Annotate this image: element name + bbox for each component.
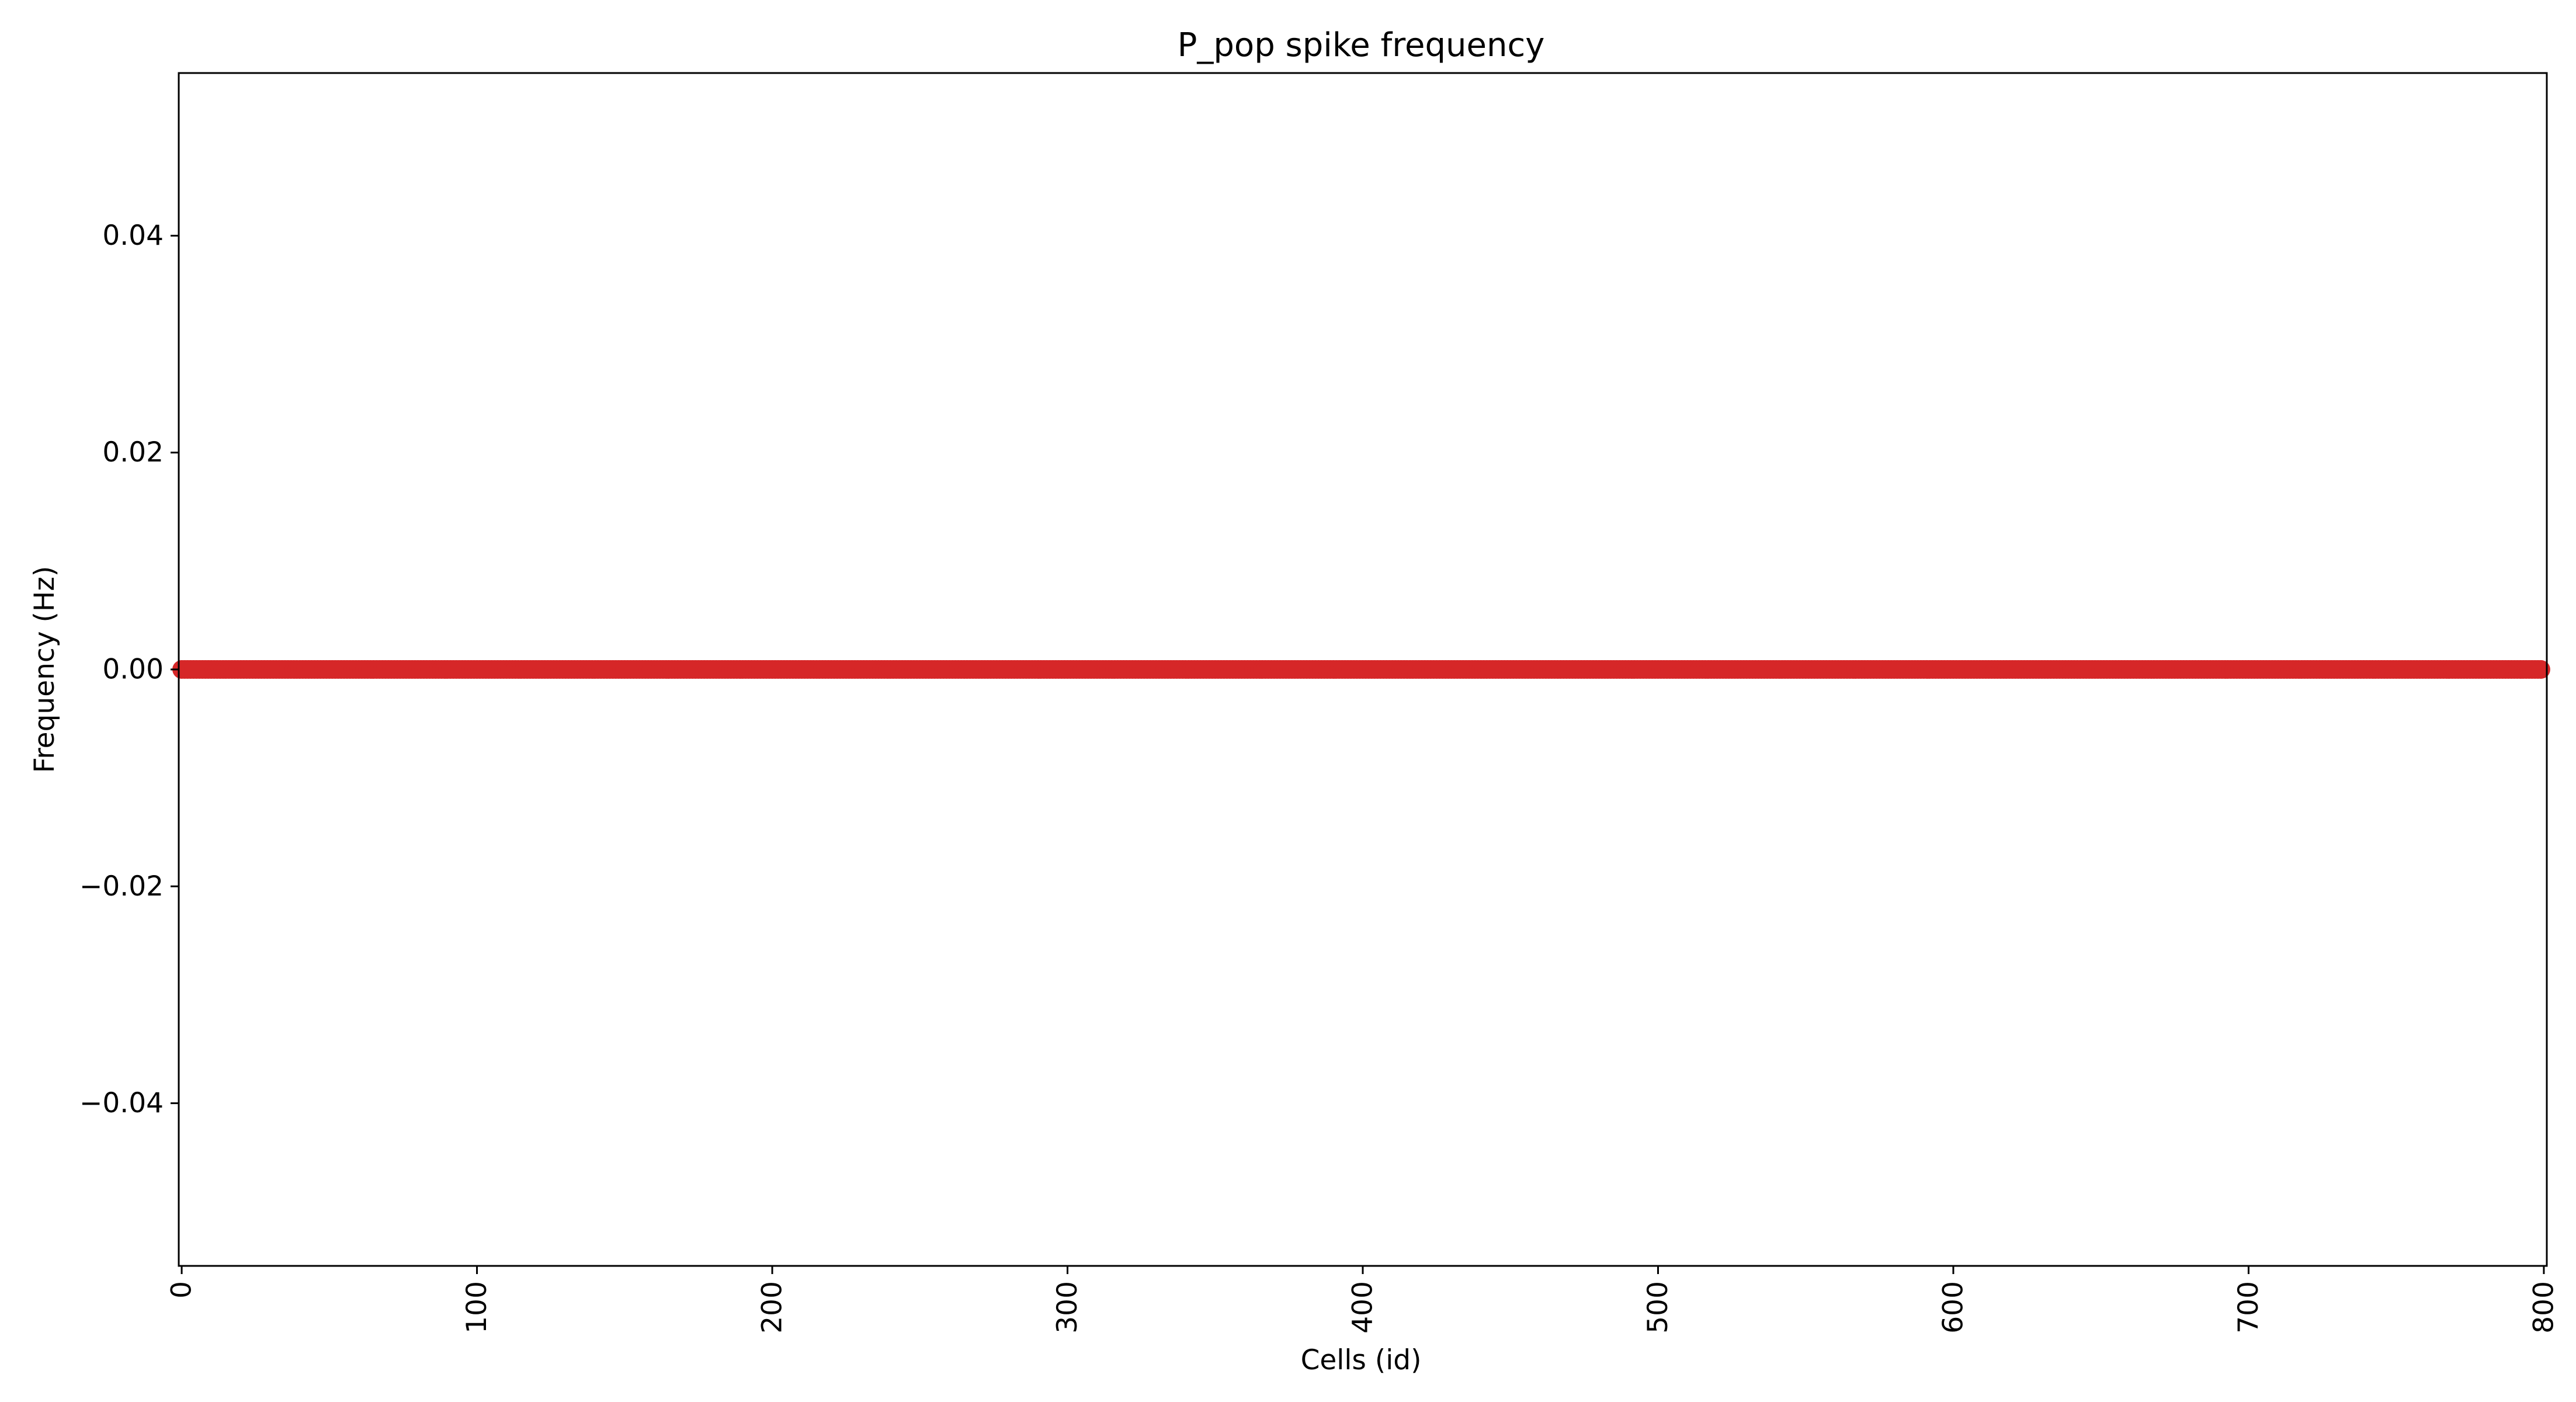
y-axis-label: Frequency (Hz)	[29, 566, 61, 773]
x-tick-label: 0	[166, 1281, 198, 1299]
x-tick-label: 400	[1347, 1281, 1379, 1334]
x-tick-label: 100	[461, 1281, 493, 1334]
y-tick-label: 0.04	[102, 220, 164, 252]
y-tick-label: 0.00	[102, 654, 164, 686]
x-tick-label: 800	[2528, 1281, 2560, 1334]
x-tick-label: 500	[1642, 1281, 1674, 1334]
x-tick-label: 300	[1051, 1281, 1084, 1334]
y-tick-label: −0.04	[79, 1087, 164, 1119]
y-tick-label: −0.02	[79, 870, 164, 903]
x-tick-label: 600	[1937, 1281, 1969, 1334]
x-axis-label: Cells (id)	[1301, 1344, 1422, 1376]
x-tick-label: 200	[756, 1281, 789, 1334]
chart-title: P_pop spike frequency	[1178, 26, 1545, 64]
x-tick-label: 700	[2233, 1281, 2265, 1334]
data-point	[2531, 660, 2550, 679]
y-tick-label: 0.02	[102, 436, 164, 469]
x-axis-ticks: 0 100 200 300 400 500 600 700 800	[166, 1266, 2560, 1334]
y-axis-ticks: 0.04 0.02 0.00 −0.02 −0.04	[79, 220, 179, 1119]
series-layer	[172, 660, 2550, 679]
